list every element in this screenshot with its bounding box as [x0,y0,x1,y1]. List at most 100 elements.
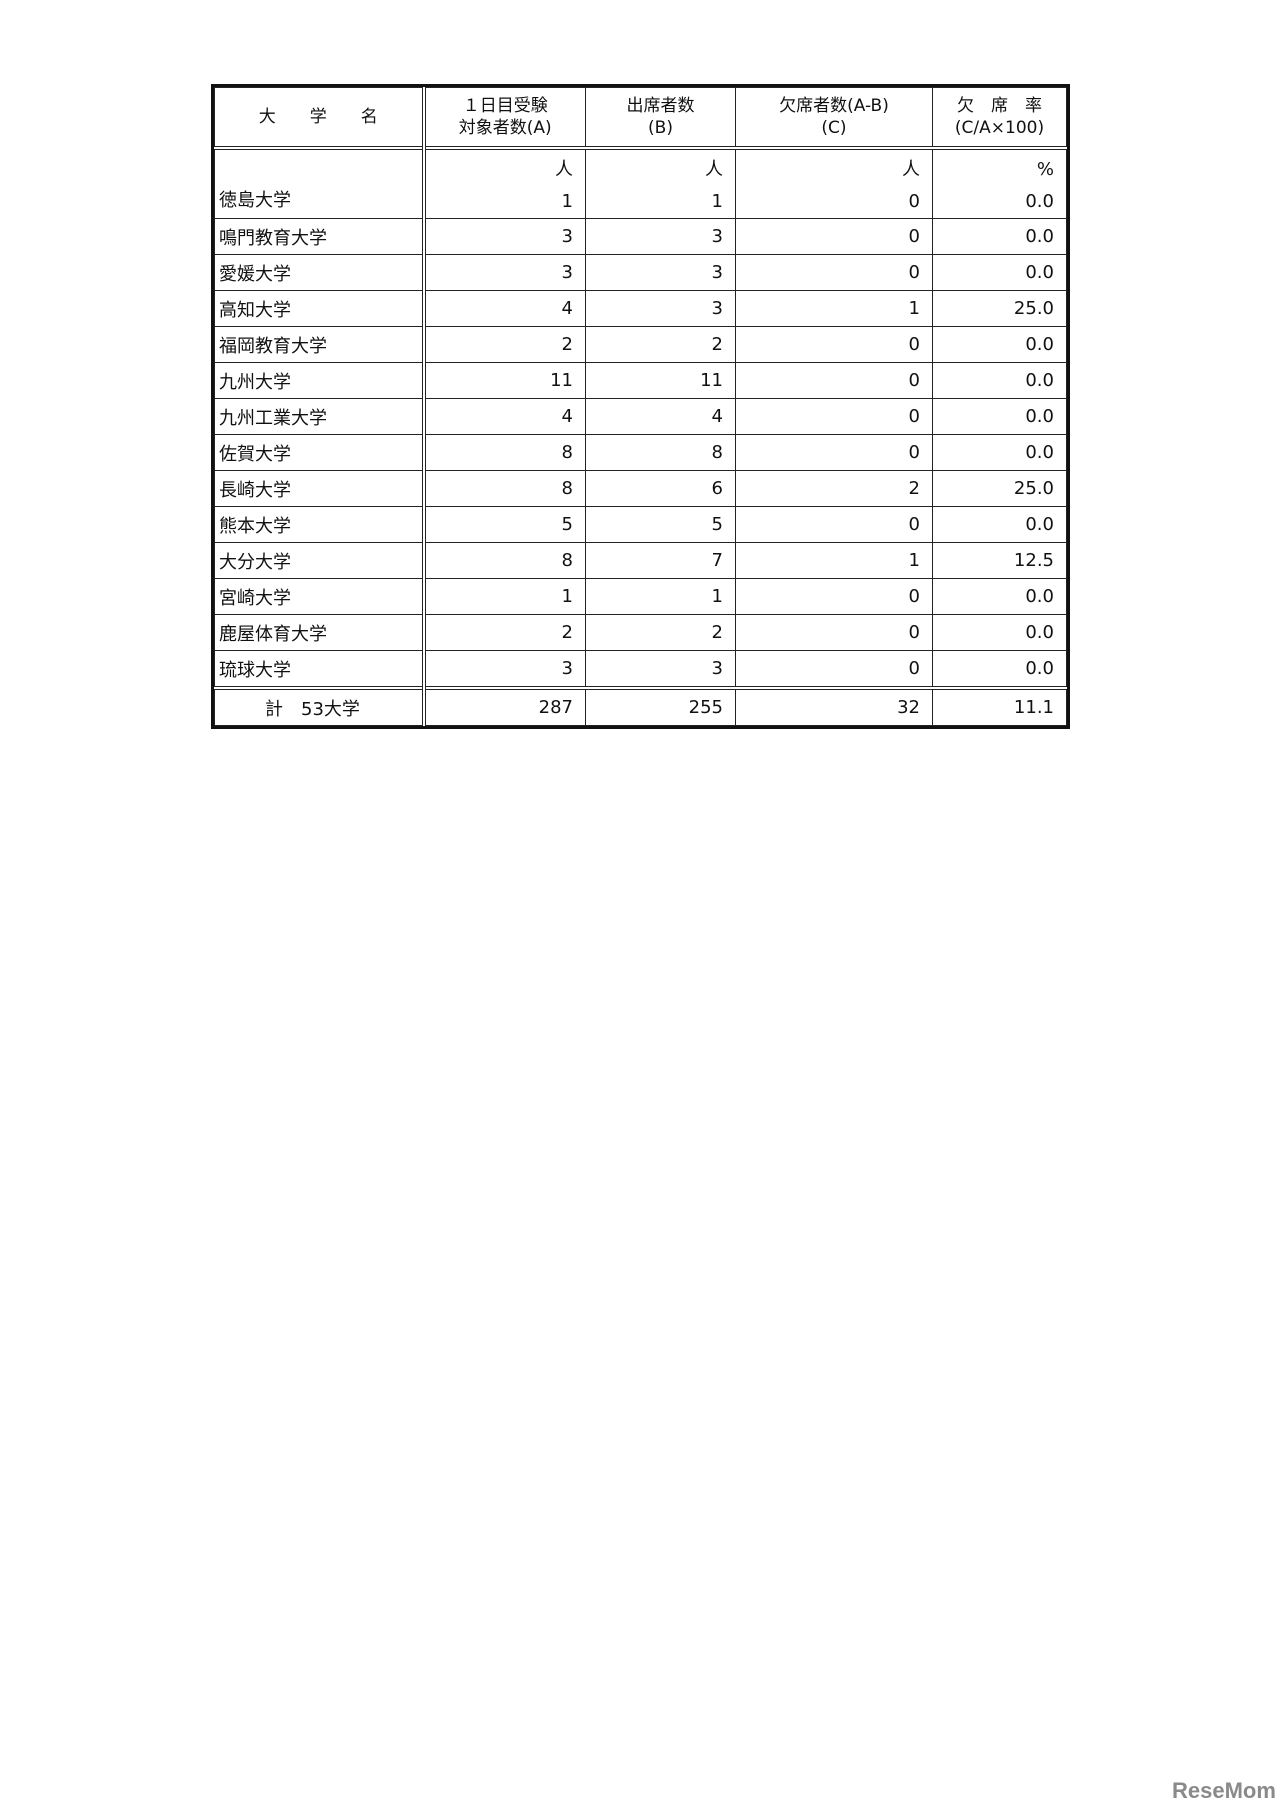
value-cell: 0.0 [932,650,1067,689]
cell-text: 4 [711,406,723,427]
table-row: 宮崎大学 1 1 0 0.0 [214,578,1067,615]
cell-text: 0.0 [1025,406,1054,427]
cell-text: 0.0 [1025,442,1054,463]
value-cell: 5 [585,506,736,543]
value-cell: 0.0 [932,254,1067,291]
cell-text: 0.0 [1025,586,1054,607]
value-cell: 0 [735,218,933,255]
cell-text: 2 [561,622,573,643]
cell-text: 大分大学 [219,551,291,573]
cell-text: 熊本大学 [219,515,291,537]
unit-label: 人 [902,159,920,180]
value-cell: 3 [585,650,736,689]
value-cell: 3 [423,254,586,291]
cell-text: 福岡教育大学 [219,335,327,357]
cell-text: 愛媛大学 [219,263,291,285]
cell-text: 7 [711,550,723,571]
cell-text: 11 [700,370,723,391]
cell-text: 3 [711,226,723,247]
value-cell: 11 [585,362,736,399]
value-cell: 3 [423,650,586,689]
value-cell: 0 [735,614,933,651]
cell-text: 1 [908,550,920,571]
header-text: 欠席者数(A-B) [779,96,889,116]
university-name-cell: 宮崎大学 [214,578,426,615]
table-row: 長崎大学 8 6 2 25.0 [214,470,1067,507]
cell-text: 2 [711,622,723,643]
resemom-watermark-logo: ReseMom [1172,1778,1276,1803]
value-cell: 2 [423,614,586,651]
value-cell: 0.0 [932,578,1067,615]
cell-text: 6 [711,478,723,499]
cell-text: 3 [561,658,573,679]
cell-text: 九州大学 [219,371,291,393]
cell-text: 0.0 [1025,191,1054,212]
cell-text: 0 [908,406,920,427]
value-cell: 2 [423,326,586,363]
table-row: 鳴門教育大学 3 3 0 0.0 [214,218,1067,255]
header-attended: 出席者数 (B) [585,87,736,149]
value-cell: 3 [423,218,586,255]
cell-text: 0 [908,262,920,283]
value-cell: 2 [585,326,736,363]
cell-text: 2 [711,334,723,355]
table-row: 徳島大学人 1 人 1 人 0% 0.0 [214,147,1067,219]
cell-text: 8 [561,550,573,571]
table-row: 鹿屋体育大学 2 2 0 0.0 [214,614,1067,651]
value-cell: 0 [735,578,933,615]
cell-text: 0.0 [1025,334,1054,355]
value-cell: 1 [423,578,586,615]
cell-text: 1 [908,298,920,319]
value-cell: 0 [735,506,933,543]
university-name-cell: 福岡教育大学 [214,326,426,363]
value-cell: 0 [735,362,933,399]
unit-label: 人 [555,159,573,180]
value-cell: 8 [585,434,736,471]
value-cell: 12.5 [932,542,1067,579]
cell-text: 3 [711,262,723,283]
cell-text: 0.0 [1025,262,1054,283]
university-name-cell: 九州大学 [214,362,426,399]
cell-text: 2 [561,334,573,355]
cell-text: 高知大学 [219,299,291,321]
header-text: 大 学 名 [258,107,378,127]
total-row: 計 53大学 287 255 32 11.1 [214,687,1067,726]
cell-text: 1 [711,191,723,212]
cell-text: 3 [561,226,573,247]
cell-text: 3 [561,262,573,283]
cell-text: 5 [711,514,723,535]
cell-text: 鹿屋体育大学 [219,623,327,645]
value-cell: 8 [423,434,586,471]
cell-text: 5 [561,514,573,535]
value-cell: 3 [585,218,736,255]
cell-text: 0.0 [1025,370,1054,391]
cell-text: 25.0 [1013,478,1054,499]
value-cell: 7 [585,542,736,579]
value-cell: 2 [585,614,736,651]
cell-text: 0 [908,658,920,679]
value-cell: 3 [585,290,736,327]
header-university: 大 学 名 [214,87,426,149]
university-name-cell: 長崎大学 [214,470,426,507]
value-cell: 0 [735,254,933,291]
value-cell: 5 [423,506,586,543]
cell-text: 0 [908,586,920,607]
cell-text: 0.0 [1025,622,1054,643]
total-value-cell: 287 [423,687,586,726]
value-cell: 8 [423,542,586,579]
attendance-table: 大 学 名 １日目受験 対象者数(A) 出席者数 (B) 欠席者数(A-B) (C) … [211,84,1070,729]
cell-text: 8 [561,478,573,499]
value-cell: 1 [735,290,933,327]
cell-text: 0.0 [1025,226,1054,247]
header-text: 欠 席 率 [957,96,1042,116]
university-name-cell: 大分大学 [214,542,426,579]
value-cell: 4 [585,398,736,435]
value-cell: 4 [423,290,586,327]
cell-text: 3 [711,298,723,319]
header-absence-rate: 欠 席 率 (C/A×100) [932,87,1067,149]
cell-text: 九州工業大学 [219,407,327,429]
value-cell: 0.0 [932,218,1067,255]
cell-text: 鳴門教育大学 [219,227,327,249]
